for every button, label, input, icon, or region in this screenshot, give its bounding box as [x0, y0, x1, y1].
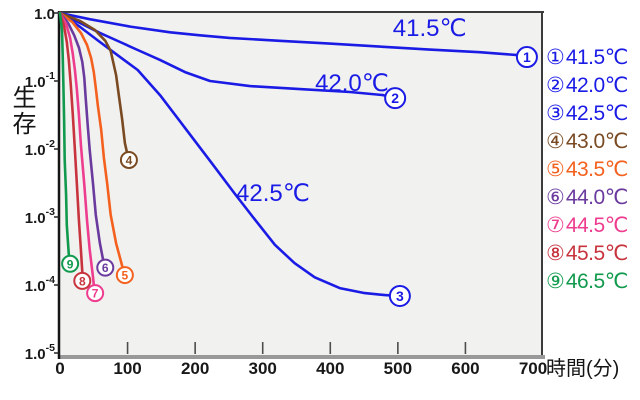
legend-item-9: ⑨ 46.5℃ — [546, 267, 628, 295]
legend-number-icon: ⑥ — [546, 185, 565, 209]
legend: ① 41.5℃ ② 42.0℃ ③ 42.5℃ ④ 43.0℃ ⑤ 43.5℃ ⑥ 44.0… — [546, 43, 628, 295]
legend-item-2: ② 42.0℃ — [546, 71, 628, 99]
legend-label: 45.5℃ — [565, 241, 628, 265]
legend-number-icon: ⑦ — [546, 213, 565, 237]
endpoint-number-2: 2 — [391, 90, 399, 106]
endpoint-number-1: 1 — [523, 49, 531, 65]
curve-45.5℃ — [58, 11, 84, 283]
legend-label: 41.5℃ — [565, 45, 628, 69]
x-tick-label: 200 — [181, 359, 209, 378]
legend-label: 44.0℃ — [565, 185, 628, 209]
endpoint-number-5: 5 — [122, 269, 129, 283]
x-axis-title: 時間(分) — [546, 358, 620, 380]
curve-43.0℃ — [58, 11, 131, 162]
legend-label: 42.5℃ — [565, 101, 628, 125]
y-tick-label: 1.0-2 — [25, 138, 55, 159]
curve-44.0℃ — [58, 11, 107, 269]
x-tick-label: 300 — [249, 359, 277, 378]
legend-number-icon: ⑨ — [546, 269, 565, 293]
y-tick-label: 1.0-3 — [25, 206, 55, 227]
endpoint-marker-7 — [86, 284, 105, 303]
endpoint-number-7: 7 — [92, 287, 99, 301]
x-axis-line — [58, 355, 545, 359]
curve-43.5℃ — [58, 11, 127, 277]
curve-44.5℃ — [58, 11, 97, 295]
curve-42.5℃ — [58, 11, 402, 298]
endpoint-number-4: 4 — [126, 153, 133, 167]
curve-label-41.5℃: 41.5℃ — [393, 15, 467, 42]
curve-42.0℃ — [58, 11, 397, 100]
x-tick-label: 700 — [519, 359, 547, 378]
legend-number-icon: ⑤ — [546, 157, 565, 181]
endpoint-marker-5 — [115, 266, 134, 285]
legend-item-1: ① 41.5℃ — [546, 43, 628, 71]
endpoint-marker-1 — [515, 46, 538, 69]
endpoint-number-9: 9 — [67, 257, 74, 271]
legend-label: 43.5℃ — [565, 157, 628, 181]
legend-number-icon: ① — [546, 45, 565, 69]
legend-number-icon: ③ — [546, 101, 565, 125]
y-tick-label: 1.0-5 — [25, 342, 55, 363]
legend-number-icon: ④ — [546, 129, 565, 153]
x-tick-label: 100 — [113, 359, 141, 378]
legend-item-5: ⑤ 43.5℃ — [546, 155, 628, 183]
x-tick-label: 500 — [384, 359, 412, 378]
endpoint-number-6: 6 — [102, 261, 109, 275]
curve-label-42.0℃: 42.0℃ — [315, 70, 389, 97]
legend-label: 44.5℃ — [565, 213, 628, 237]
legend-item-8: ⑧ 45.5℃ — [546, 239, 628, 267]
legend-number-icon: ② — [546, 73, 565, 97]
legend-item-6: ⑥ 44.0℃ — [546, 183, 628, 211]
legend-item-3: ③ 42.5℃ — [546, 99, 628, 127]
endpoint-number-8: 8 — [79, 274, 86, 288]
legend-label: 46.5℃ — [565, 269, 628, 293]
y-axis-title: 生存 — [8, 85, 35, 137]
legend-label: 43.0℃ — [565, 129, 628, 153]
endpoint-number-3: 3 — [396, 288, 404, 304]
endpoint-marker-9 — [61, 254, 80, 273]
x-tick-label: 600 — [451, 359, 479, 378]
legend-item-7: ⑦ 44.5℃ — [546, 211, 628, 239]
legend-number-icon: ⑧ — [546, 241, 565, 265]
endpoint-marker-6 — [96, 258, 115, 277]
curve-46.5℃ — [58, 11, 72, 266]
endpoint-marker-8 — [73, 271, 92, 290]
endpoint-marker-4 — [119, 150, 138, 169]
endpoint-marker-2 — [384, 87, 407, 110]
curve-41.5℃ — [58, 11, 529, 59]
endpoint-marker-3 — [388, 284, 411, 307]
x-tick-label: 0 — [55, 359, 64, 378]
y-tick-label: 1.0 — [34, 6, 55, 23]
x-tick-label: 400 — [316, 359, 344, 378]
legend-item-4: ④ 43.0℃ — [546, 127, 628, 155]
y-tick-label: 1.0-4 — [25, 274, 55, 295]
curve-label-42.5℃: 42.5℃ — [236, 180, 310, 207]
plot-area — [59, 11, 543, 355]
legend-label: 42.0℃ — [565, 73, 628, 97]
